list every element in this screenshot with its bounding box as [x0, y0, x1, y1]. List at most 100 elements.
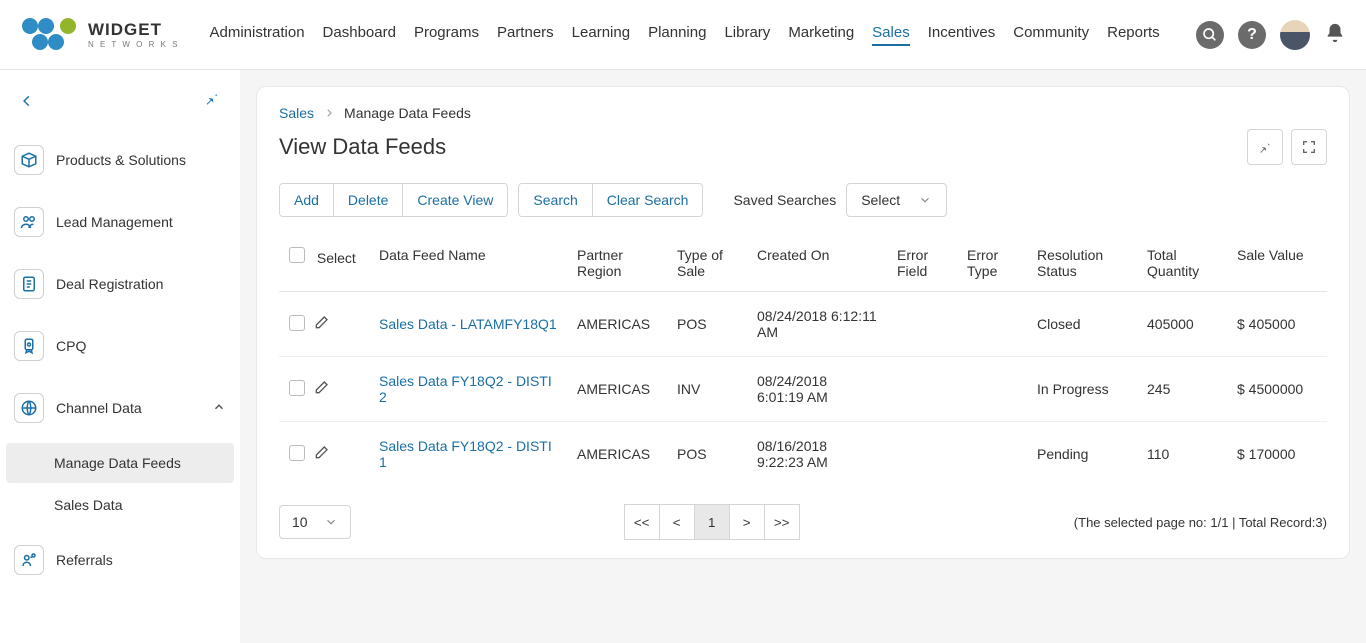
- delete-button[interactable]: Delete: [334, 184, 403, 216]
- sidebar-item-label: CPQ: [56, 338, 86, 354]
- sidebar-item-products[interactable]: Products & Solutions: [0, 133, 240, 187]
- toolbar: Add Delete Create View Search Clear Sear…: [279, 183, 1327, 217]
- cell-err-field: [887, 292, 957, 357]
- pin-page-button[interactable]: [1247, 129, 1283, 165]
- nav-reports[interactable]: Reports: [1107, 24, 1160, 46]
- page-last-button[interactable]: >>: [764, 504, 800, 540]
- page-first-button[interactable]: <<: [624, 504, 660, 540]
- edit-icon[interactable]: [313, 318, 329, 334]
- sidebar-item-label: Channel Data: [56, 400, 142, 416]
- nav-marketing[interactable]: Marketing: [788, 24, 854, 46]
- logo[interactable]: WIDGET N E T W O R K S: [20, 16, 180, 54]
- fullscreen-button[interactable]: [1291, 129, 1327, 165]
- col-region: Partner Region: [567, 235, 667, 292]
- select-all-checkbox[interactable]: [289, 247, 305, 263]
- logo-text: WIDGET: [88, 20, 162, 39]
- cell-err-type: [957, 292, 1027, 357]
- page-title: View Data Feeds: [279, 134, 446, 160]
- chevron-down-icon: [918, 193, 932, 207]
- cell-status: Closed: [1027, 292, 1137, 357]
- row-checkbox[interactable]: [289, 380, 305, 396]
- cell-region: AMERICAS: [567, 422, 667, 487]
- nav-administration[interactable]: Administration: [210, 24, 305, 46]
- header: WIDGET N E T W O R K S Administration Da…: [0, 0, 1366, 70]
- select-label: Select: [861, 192, 900, 208]
- cell-err-field: [887, 422, 957, 487]
- page-prev-button[interactable]: <: [659, 504, 695, 540]
- cell-name[interactable]: Sales Data FY18Q2 - DISTI 1: [369, 422, 567, 487]
- avatar[interactable]: [1280, 20, 1310, 50]
- document-icon: [14, 269, 44, 299]
- sidebar-item-channel[interactable]: Channel Data: [0, 381, 240, 435]
- col-err-field: Error Field: [887, 235, 957, 292]
- sidebar-item-label: Products & Solutions: [56, 152, 186, 168]
- sidebar-collapse-icon[interactable]: [20, 90, 34, 115]
- add-button[interactable]: Add: [280, 184, 334, 216]
- nav-library[interactable]: Library: [724, 24, 770, 46]
- box-icon: [14, 145, 44, 175]
- nav-partners[interactable]: Partners: [497, 24, 554, 46]
- data-table: Select Data Feed Name Partner Region Typ…: [279, 235, 1327, 486]
- clear-search-button[interactable]: Clear Search: [593, 184, 703, 216]
- cell-qty: 405000: [1137, 292, 1227, 357]
- search-icon[interactable]: [1196, 21, 1224, 49]
- cell-qty: 245: [1137, 357, 1227, 422]
- col-select: Select: [317, 250, 356, 266]
- cell-created: 08/24/2018 6:12:11 AM: [747, 292, 887, 357]
- sidebar-sub-sales-data[interactable]: Sales Data: [6, 485, 234, 525]
- people-icon: [14, 207, 44, 237]
- panel: Sales Manage Data Feeds View Data Feeds: [256, 86, 1350, 559]
- saved-searches-label: Saved Searches: [733, 192, 836, 208]
- breadcrumb-root[interactable]: Sales: [279, 105, 314, 121]
- cell-qty: 110: [1137, 422, 1227, 487]
- header-actions: ?: [1196, 20, 1346, 50]
- edit-icon[interactable]: [313, 383, 329, 399]
- nav-planning[interactable]: Planning: [648, 24, 706, 46]
- edit-icon[interactable]: [313, 448, 329, 464]
- page-size-select[interactable]: 10: [279, 505, 351, 539]
- globe-icon: [14, 393, 44, 423]
- breadcrumb-current: Manage Data Feeds: [344, 105, 471, 121]
- cell-created: 08/24/2018 6:01:19 AM: [747, 357, 887, 422]
- pin-icon[interactable]: [204, 90, 220, 115]
- nav-dashboard[interactable]: Dashboard: [323, 24, 396, 46]
- cell-region: AMERICAS: [567, 292, 667, 357]
- nav-community[interactable]: Community: [1013, 24, 1089, 46]
- nav-incentives[interactable]: Incentives: [928, 24, 996, 46]
- sidebar-sub-label: Manage Data Feeds: [54, 455, 181, 471]
- row-checkbox[interactable]: [289, 315, 305, 331]
- page-size-value: 10: [292, 514, 308, 530]
- cell-type: POS: [667, 422, 747, 487]
- cell-name[interactable]: Sales Data - LATAMFY18Q1: [369, 292, 567, 357]
- cell-value: $ 405000: [1227, 292, 1327, 357]
- sidebar-item-lead[interactable]: Lead Management: [0, 195, 240, 249]
- referral-icon: [14, 545, 44, 575]
- col-name: Data Feed Name: [369, 235, 567, 292]
- col-status: Resolution Status: [1027, 235, 1137, 292]
- cell-name[interactable]: Sales Data FY18Q2 - DISTI 2: [369, 357, 567, 422]
- pager: << < 1 > >>: [625, 504, 800, 540]
- page-next-button[interactable]: >: [729, 504, 765, 540]
- cell-err-type: [957, 357, 1027, 422]
- search-button[interactable]: Search: [519, 184, 592, 216]
- chevron-down-icon: [324, 515, 338, 529]
- sidebar-item-label: Lead Management: [56, 214, 173, 230]
- cell-region: AMERICAS: [567, 357, 667, 422]
- page-current-button[interactable]: 1: [694, 504, 730, 540]
- sidebar-item-deal[interactable]: Deal Registration: [0, 257, 240, 311]
- nav-learning[interactable]: Learning: [572, 24, 630, 46]
- col-err-type: Error Type: [957, 235, 1027, 292]
- nav-sales[interactable]: Sales: [872, 24, 910, 46]
- sidebar-sub-label: Sales Data: [54, 497, 122, 513]
- cell-status: In Progress: [1027, 357, 1137, 422]
- sidebar-item-cpq[interactable]: CPQ: [0, 319, 240, 373]
- cell-value: $ 4500000: [1227, 357, 1327, 422]
- row-checkbox[interactable]: [289, 445, 305, 461]
- create-view-button[interactable]: Create View: [403, 184, 507, 216]
- notifications-icon[interactable]: [1324, 22, 1346, 47]
- saved-search-select[interactable]: Select: [846, 183, 947, 217]
- nav-programs[interactable]: Programs: [414, 24, 479, 46]
- sidebar-sub-manage-feeds[interactable]: Manage Data Feeds: [6, 443, 234, 483]
- help-icon[interactable]: ?: [1238, 21, 1266, 49]
- sidebar-item-referrals[interactable]: Referrals: [0, 533, 240, 587]
